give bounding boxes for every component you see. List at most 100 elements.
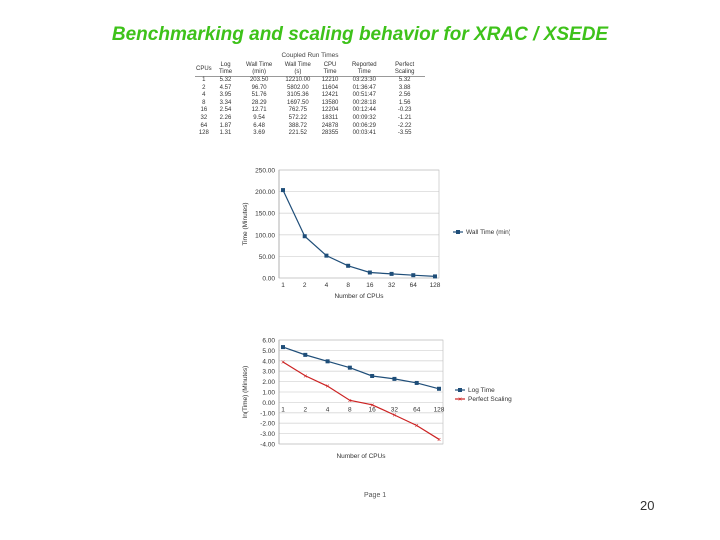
y-tick-label: -3.00 <box>260 431 275 438</box>
y-axis-label: Time (Minutes) <box>242 202 249 245</box>
col-header: CPU Time <box>315 62 345 77</box>
table-cell: 5.32 <box>219 77 232 83</box>
data-point <box>367 270 372 275</box>
table-cell: 1.56 <box>398 99 411 106</box>
table-row: 2 4.57 96.70 5802.00 11604 01:36:47 3.88 <box>195 85 425 93</box>
x-tick-label: 32 <box>388 282 396 289</box>
series-line <box>282 346 440 390</box>
table-cell: 4 <box>202 92 206 99</box>
table-cell: 4.57 <box>219 84 232 91</box>
table-cell: 8 <box>202 99 206 106</box>
table-cell: 51.76 <box>251 92 267 99</box>
y-tick-label: 3.00 <box>262 369 275 376</box>
slide-number: 20 <box>640 498 655 513</box>
table-cell: 128 <box>198 130 209 137</box>
table-cell: 2 <box>202 84 206 91</box>
data-point <box>414 380 419 385</box>
table-cell: 12204 <box>321 107 339 114</box>
legend-marker: × <box>458 397 462 404</box>
col-header: Wall Time (s) <box>279 62 316 77</box>
data-point <box>433 274 437 279</box>
table-cell: -2.22 <box>397 122 412 129</box>
table-cell: 32 <box>200 114 208 121</box>
data-point: × <box>281 360 285 367</box>
data-point: × <box>437 437 441 444</box>
x-axis-label: Number of CPUs <box>334 293 384 300</box>
table-cell: 16 <box>200 107 208 114</box>
table-cell: 1.31 <box>219 130 232 137</box>
data-point <box>281 188 285 193</box>
data-point: × <box>348 398 352 405</box>
data-point <box>437 386 441 391</box>
table-cell: 12.71 <box>251 107 267 114</box>
x-tick-label: 8 <box>348 406 352 413</box>
x-tick-label: 2 <box>303 406 307 413</box>
col-header: CPUs <box>195 62 213 77</box>
data-point <box>303 352 308 357</box>
table-cell: 03:23:30 <box>352 77 376 83</box>
table-row: 64 1.87 6.48 388.72 24878 00:06:29 -2.22 <box>195 123 425 131</box>
table-cell: 5.32 <box>398 77 411 83</box>
data-point: × <box>370 402 374 409</box>
wall-time-chart: 0.00 50.00 100.00 150.00 200.00 250.00 1 2 4 8 16 3… <box>242 168 510 301</box>
table-cell: 00:06:29 <box>352 122 376 129</box>
y-tick-label: 1.00 <box>262 390 275 397</box>
series-line <box>282 361 440 440</box>
x-tick-label: 4 <box>326 406 330 413</box>
table-cell: 01:36:47 <box>352 84 376 91</box>
table-cell: 572.22 <box>288 114 308 121</box>
table-row: 4 3.95 51.76 3105.36 12421 00:51:47 2.56 <box>195 92 425 100</box>
x-tick-label: 1 <box>281 406 285 413</box>
data-point <box>325 359 330 364</box>
table-cell: 00:28:18 <box>352 99 376 106</box>
data-point <box>392 376 397 381</box>
table-cell: 00:12:44 <box>352 107 376 114</box>
table-cell: 28355 <box>321 130 339 137</box>
table-header-row: CPUs Log Time Wall Time (min) Wall Time … <box>195 62 425 77</box>
col-header: Log Time <box>212 62 239 77</box>
data-point <box>347 365 352 370</box>
table-cell: 24878 <box>321 122 339 129</box>
data-point <box>411 273 416 278</box>
y-tick-label: 0.00 <box>262 276 275 283</box>
x-tick-label: 16 <box>369 406 377 413</box>
run-times-table: CPUs Log Time Wall Time (min) Wall Time … <box>195 62 425 138</box>
plot-frame <box>278 339 444 445</box>
y-tick-label: 5.00 <box>262 348 275 355</box>
x-tick-label: 64 <box>413 406 421 413</box>
legend-label: Log Time <box>468 387 495 394</box>
data-point: × <box>415 423 419 430</box>
y-tick-label: -4.00 <box>260 442 275 449</box>
table-cell: 1 <box>202 77 206 83</box>
y-tick-label: 200.00 <box>255 189 275 196</box>
legend-label: Perfect Scaling <box>468 396 512 403</box>
table-cell: 00:09:32 <box>352 114 376 121</box>
table-cell: 18311 <box>321 114 339 121</box>
table-cell: 00:51:47 <box>352 92 376 99</box>
table-cell: 11604 <box>321 84 339 91</box>
data-point <box>281 345 285 350</box>
data-point: × <box>303 373 307 380</box>
y-tick-label: 6.00 <box>262 338 275 345</box>
y-tick-label: 2.00 <box>262 379 275 386</box>
y-tick-label: 100.00 <box>255 232 275 239</box>
y-tick-label: 50.00 <box>259 254 276 261</box>
y-tick-label: 4.00 <box>262 358 275 365</box>
data-point: × <box>392 412 396 419</box>
x-tick-label: 4 <box>325 282 329 289</box>
x-tick-label: 1 <box>281 282 285 289</box>
table-cell: -0.23 <box>397 107 412 114</box>
table-cell: 12421 <box>321 92 339 99</box>
table-cell: 12210 <box>321 77 339 83</box>
table-cell: 203.50 <box>249 77 269 83</box>
y-tick-label: -2.00 <box>260 421 275 428</box>
table-cell: 2.56 <box>398 92 411 99</box>
x-tick-label: 128 <box>430 282 441 289</box>
table-cell: 3105.36 <box>286 92 309 99</box>
table-cell: 12210.00 <box>285 77 311 83</box>
table-row: 32 2.26 9.54 572.22 18311 00:09:32 -1.21 <box>195 115 425 123</box>
data-point <box>389 271 394 276</box>
table-cell: -1.21 <box>397 114 412 121</box>
x-axis-label: Number of CPUs <box>336 453 386 460</box>
data-point <box>324 253 329 258</box>
